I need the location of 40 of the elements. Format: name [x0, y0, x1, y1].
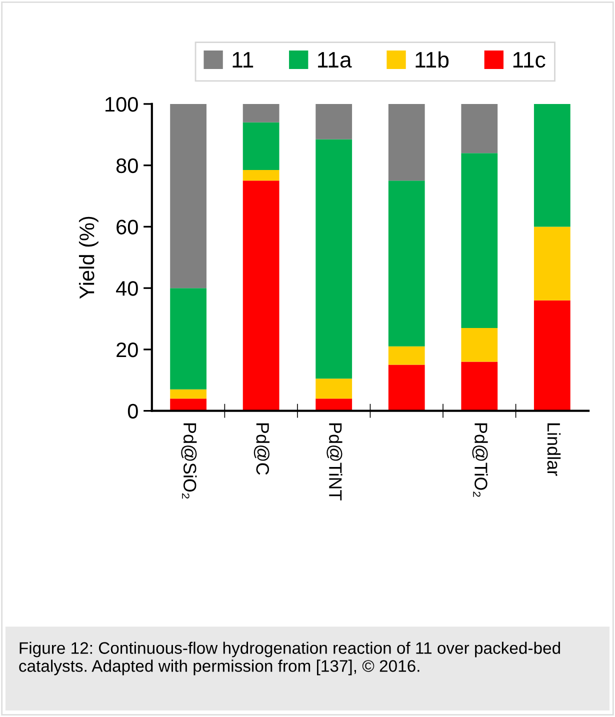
bar	[388, 104, 425, 181]
bar	[170, 288, 206, 390]
x-tick-label: Lindlar	[547, 423, 561, 476]
y-axis-title: Yield (%)	[78, 216, 98, 299]
x-tick-label: Pd@SiO₂	[181, 423, 197, 499]
bar	[242, 104, 280, 122]
bar	[170, 104, 206, 288]
legend-label: 11	[232, 52, 254, 68]
bar	[461, 328, 498, 362]
bar	[170, 398, 206, 411]
x-tick-label: Pd@C	[254, 423, 270, 475]
bar	[316, 398, 352, 411]
y-tick-label: 80	[116, 158, 138, 174]
bar	[316, 104, 352, 140]
x-tick-label: Pd@TiNT	[326, 423, 342, 500]
bar	[242, 170, 280, 181]
bar	[388, 346, 425, 365]
y-tick-label: 100	[106, 96, 138, 112]
y-tick-label: 20	[116, 342, 138, 358]
bar	[170, 389, 206, 399]
bar	[534, 104, 570, 227]
bar	[388, 364, 425, 411]
bar	[534, 226, 570, 300]
bar	[461, 104, 498, 154]
y-tick-label: 40	[116, 281, 138, 296]
bar	[461, 153, 498, 328]
bar	[534, 300, 570, 411]
bar	[316, 378, 352, 399]
bar	[388, 180, 425, 346]
bar	[242, 180, 280, 411]
bar	[461, 362, 498, 411]
legend-label: 11a	[318, 52, 352, 68]
y-tick-label: 0	[128, 404, 138, 419]
bar	[316, 139, 352, 379]
legend-label: 11c	[513, 52, 546, 68]
x-tick-label: Pd@TiO₂	[472, 423, 488, 497]
caption: Figure 12: Continuous-flow hydrogenation reaction of 11 over packed-bed catalysts. Adapted with permission from [137], © 2016.	[19, 642, 560, 676]
bar	[242, 122, 280, 170]
legend-label: 11b	[416, 51, 449, 68]
y-tick-label: 60	[116, 220, 138, 234]
